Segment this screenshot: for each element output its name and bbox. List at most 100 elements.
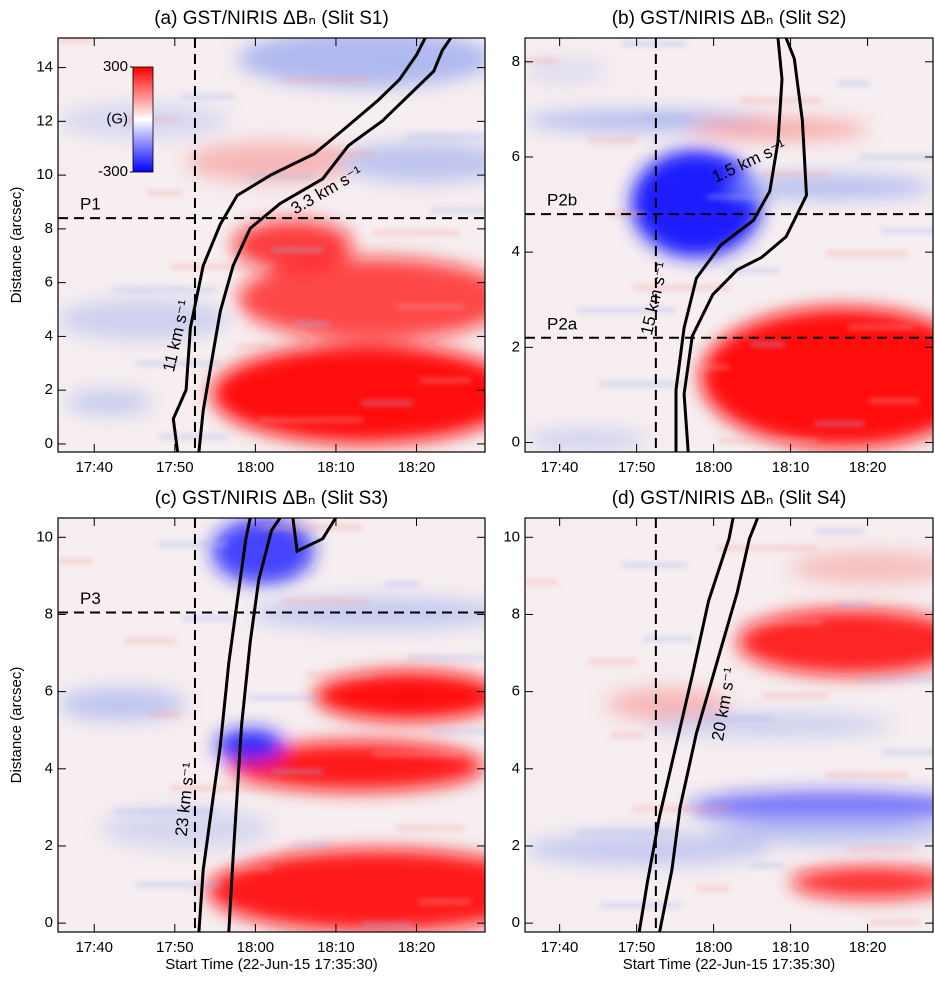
y-tick-label: 6 <box>512 148 520 165</box>
chart-title: (b) GST/NIRIS ΔBₙ (Slit S2) <box>612 8 847 29</box>
field-patch <box>525 832 770 866</box>
field-patch <box>314 671 485 721</box>
y-tick-label: 4 <box>512 760 520 777</box>
y-tick-label: 4 <box>512 243 520 260</box>
streak <box>136 882 222 887</box>
y-tick-label: 0 <box>512 433 520 450</box>
field-patch <box>233 220 353 270</box>
reference-label: P2b <box>547 191 577 210</box>
x-tick-label: 17:50 <box>156 459 194 476</box>
streak <box>237 344 272 349</box>
y-tick-label: 0 <box>45 435 53 452</box>
heatmap-streaks <box>525 529 933 925</box>
x-tick-label: 17:50 <box>618 939 656 956</box>
y-tick-label: 4 <box>45 760 53 777</box>
x-tick-label: 18:10 <box>317 459 355 476</box>
y-tick-label: 4 <box>45 327 53 344</box>
streak <box>260 525 363 530</box>
streak <box>881 750 933 755</box>
x-tick-label: 17:40 <box>541 939 579 956</box>
streak <box>859 676 933 681</box>
field-patch <box>66 389 152 415</box>
field-patch <box>729 174 933 200</box>
streak <box>740 619 823 624</box>
colorbar-tick-label: 300 <box>103 58 128 75</box>
streak <box>373 752 459 757</box>
streak <box>170 786 274 791</box>
streak <box>729 789 779 794</box>
streak <box>294 321 330 326</box>
heatmap-field <box>58 38 485 444</box>
streak <box>384 60 419 65</box>
streak <box>113 287 216 292</box>
x-tick-label: 18:00 <box>237 939 275 956</box>
streak <box>271 769 324 774</box>
field-patch <box>790 865 933 899</box>
streak <box>632 806 731 811</box>
streak <box>136 361 222 366</box>
streak <box>762 172 828 177</box>
streak <box>361 922 413 927</box>
panel: 20 km s⁻¹17:40 17:50 18:00 18:10 18:20024681… <box>503 488 934 973</box>
streak <box>707 194 773 199</box>
plot-frame <box>524 517 934 933</box>
streak <box>848 325 914 330</box>
chart-title: (c) GST/NIRIS ΔBₙ (Slit S3) <box>155 488 389 509</box>
colorbar-label: (G) <box>106 110 128 127</box>
streak <box>124 638 176 643</box>
field-patch <box>525 431 648 448</box>
streak <box>525 58 558 63</box>
streak <box>696 365 729 370</box>
x-tick-label: 17:40 <box>75 939 113 956</box>
y-tick-label: 10 <box>36 166 53 183</box>
contour <box>197 38 453 452</box>
x-tick-label: 18:10 <box>317 939 355 956</box>
streak <box>271 247 324 252</box>
contour <box>227 518 337 932</box>
y-tick-label: 6 <box>45 274 53 291</box>
reference-label: P2a <box>547 314 578 333</box>
y-tick-label: 8 <box>512 53 520 70</box>
x-tick-label: 17:50 <box>618 459 656 476</box>
field-patch <box>207 849 485 932</box>
field-patch <box>237 38 485 88</box>
x-tick-label: 18:00 <box>695 939 733 956</box>
streak <box>113 809 216 814</box>
streak <box>248 174 318 179</box>
streak <box>430 729 485 734</box>
y-tick-label: 2 <box>512 837 520 854</box>
colorbar-tick-label: -300 <box>98 163 128 180</box>
streak <box>643 636 693 641</box>
field-patch <box>100 807 272 850</box>
heatmap <box>58 518 485 932</box>
field-patch <box>339 141 485 183</box>
streak <box>718 546 817 551</box>
streak <box>621 563 687 568</box>
y-tick-label: 6 <box>45 683 53 700</box>
field-patch <box>215 729 285 763</box>
streak <box>643 115 693 120</box>
y-tick-label: 0 <box>512 914 520 931</box>
y-axis-label: Distance (arcsec) <box>8 187 25 304</box>
x-axis-label: Start Time (22-Jun-15 17:35:30) <box>623 956 836 973</box>
streak <box>815 529 865 534</box>
streak <box>525 580 558 585</box>
streak <box>588 138 638 143</box>
streak <box>826 773 908 778</box>
streak <box>283 599 369 604</box>
streak <box>159 542 228 547</box>
streak <box>306 672 375 677</box>
x-tick-label: 17:40 <box>541 459 579 476</box>
streak <box>407 134 485 139</box>
x-tick-label: 17:40 <box>75 459 113 476</box>
streak <box>577 829 676 834</box>
x-tick-label: 18:20 <box>849 939 887 956</box>
x-tick-label: 18:10 <box>772 459 810 476</box>
streak <box>58 38 93 42</box>
streak <box>848 846 914 851</box>
field-patch <box>631 149 762 258</box>
field-patch <box>708 820 933 846</box>
colorbar <box>132 66 154 173</box>
